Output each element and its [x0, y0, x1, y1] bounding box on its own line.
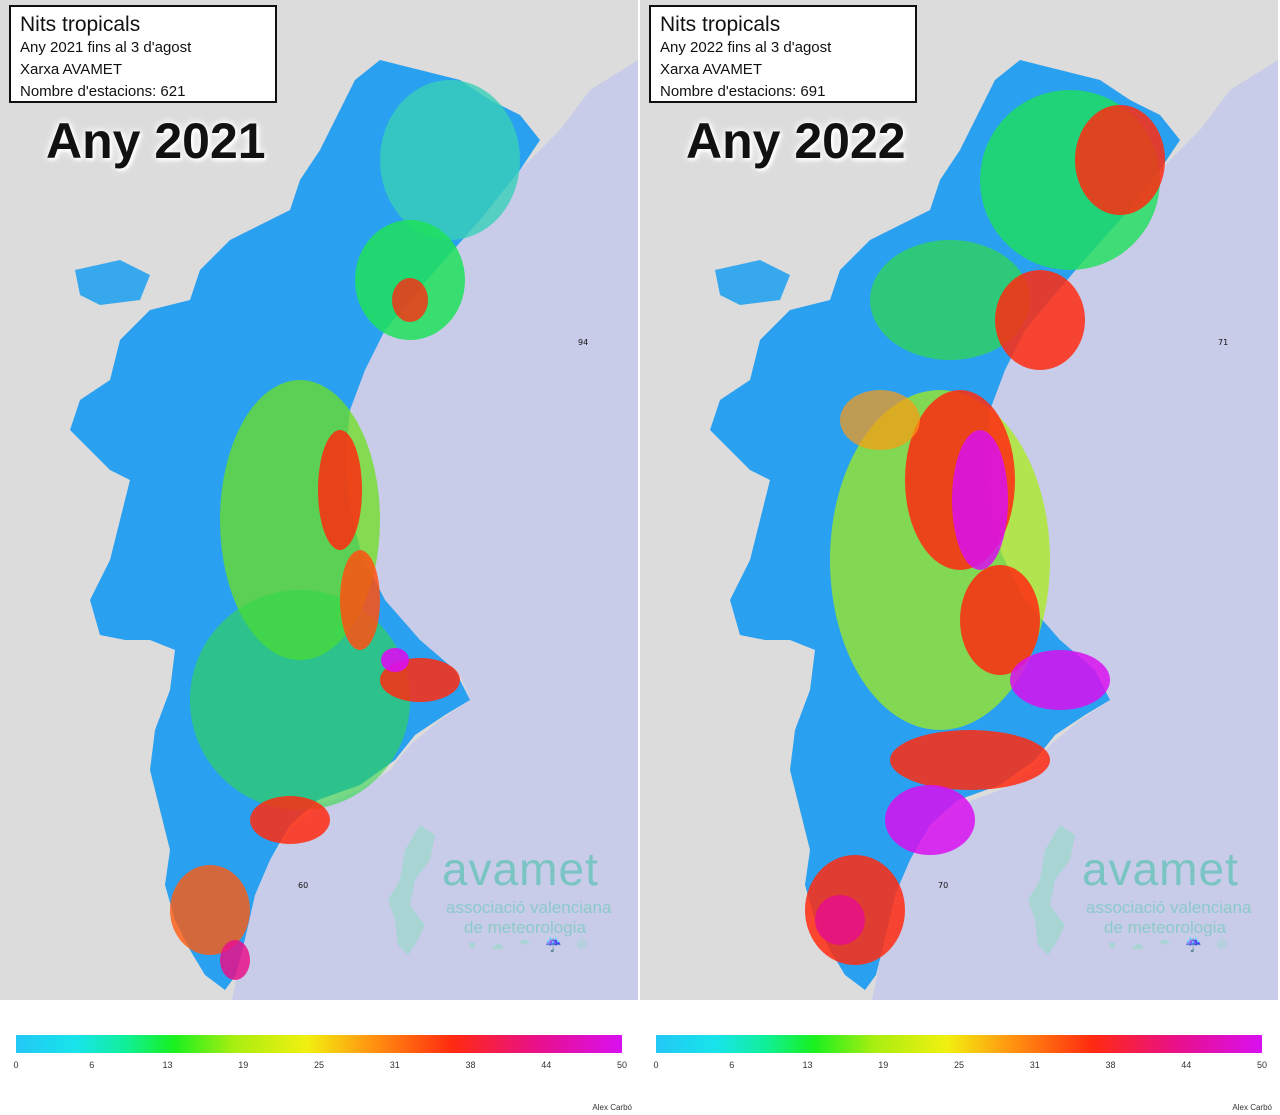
- info-title: Nits tropicals: [660, 13, 781, 36]
- heat-overlays: [805, 90, 1165, 965]
- color-bar: [656, 1035, 1262, 1053]
- author-credit: Alex Carbó: [1232, 1103, 1272, 1112]
- legend-tick: 25: [313, 1060, 325, 1070]
- legend-tick: 50: [616, 1060, 628, 1070]
- enclave-shape: [715, 260, 790, 305]
- logo-subtitle-2: de meteorologia: [1104, 918, 1226, 937]
- legend-tick: 38: [465, 1060, 476, 1070]
- avamet-logo: avamet associació valenciana de meteorol…: [1020, 820, 1270, 970]
- logo-map-icon: [1028, 825, 1075, 955]
- sea-value-label: 94: [578, 338, 588, 347]
- legend-tick: 19: [238, 1060, 249, 1070]
- color-legend: 0 6 13 19 25 31 38 44 50 Alex Carbó: [0, 1000, 638, 1115]
- info-network: Xarxa AVAMET: [660, 61, 762, 78]
- legend-tick: 44: [541, 1060, 552, 1070]
- map-2021: 94 60: [0, 0, 638, 1000]
- weather-icons: ● ☁ ☂ ☔ ✻: [1108, 936, 1233, 952]
- weather-icons: ● ☁ ☂ ☔ ✻: [468, 936, 593, 952]
- logo-subtitle-1: associació valenciana: [1086, 898, 1252, 917]
- year-label: Any 2021: [46, 113, 266, 169]
- info-box: Nits tropicals Any 2022 fins al 3 d'agos…: [649, 5, 917, 103]
- legend-tick: 44: [1181, 1060, 1192, 1070]
- map-2022: 71 70: [640, 0, 1278, 1000]
- info-period: Any 2021 fins al 3 d'agost: [20, 39, 192, 56]
- legend-tick: 13: [162, 1060, 173, 1070]
- legend-tick: 13: [802, 1060, 813, 1070]
- sea-value-label-2: 60: [298, 881, 308, 890]
- panel-divider: [638, 0, 640, 1115]
- logo-subtitle-1: associació valenciana: [446, 898, 612, 917]
- legend-tick: 0: [13, 1060, 19, 1070]
- author-credit: Alex Carbó: [592, 1103, 632, 1112]
- logo-brand: avamet: [442, 843, 599, 895]
- info-stations: Nombre d'estacions: 621: [20, 83, 186, 100]
- legend-tick: 31: [1029, 1060, 1040, 1070]
- legend-tick: 50: [1256, 1060, 1268, 1070]
- info-stations: Nombre d'estacions: 691: [660, 83, 826, 100]
- legend-tick: 25: [953, 1060, 965, 1070]
- enclave-shape: [75, 260, 150, 305]
- legend-tick: 38: [1105, 1060, 1116, 1070]
- legend-tick: 6: [729, 1060, 735, 1070]
- legend-ticks: 0 6 13 19 25 31 38 44 50: [13, 1060, 627, 1074]
- info-period: Any 2022 fins al 3 d'agost: [660, 39, 832, 56]
- legend-tick: 31: [389, 1060, 400, 1070]
- legend-tick: 19: [878, 1060, 889, 1070]
- panel-2022: 71 70 Nits tropicals Any 2022 fins al 3 …: [640, 0, 1278, 1115]
- legend-tick: 0: [653, 1060, 659, 1070]
- color-legend: 0 6 13 19 25 31 38 44 50 Alex Carbó: [640, 1000, 1278, 1115]
- color-bar: [16, 1035, 622, 1053]
- sea-value-label: 71: [1218, 338, 1228, 347]
- avamet-logo: avamet associació valenciana de meteorol…: [380, 820, 630, 970]
- logo-map-icon: [388, 825, 435, 955]
- heat-overlays: [170, 80, 520, 980]
- year-label: Any 2022: [686, 113, 906, 169]
- panel-2021: 94 60 Nits tropicals Any 2021 fins al 3 …: [0, 0, 638, 1115]
- info-network: Xarxa AVAMET: [20, 61, 122, 78]
- legend-ticks: 0 6 13 19 25 31 38 44 50: [653, 1060, 1267, 1074]
- sea-value-label-2: 70: [938, 881, 948, 890]
- info-title: Nits tropicals: [20, 13, 141, 36]
- logo-brand: avamet: [1082, 843, 1239, 895]
- info-box: Nits tropicals Any 2021 fins al 3 d'agos…: [9, 5, 277, 103]
- legend-tick: 6: [89, 1060, 95, 1070]
- logo-subtitle-2: de meteorologia: [464, 918, 586, 937]
